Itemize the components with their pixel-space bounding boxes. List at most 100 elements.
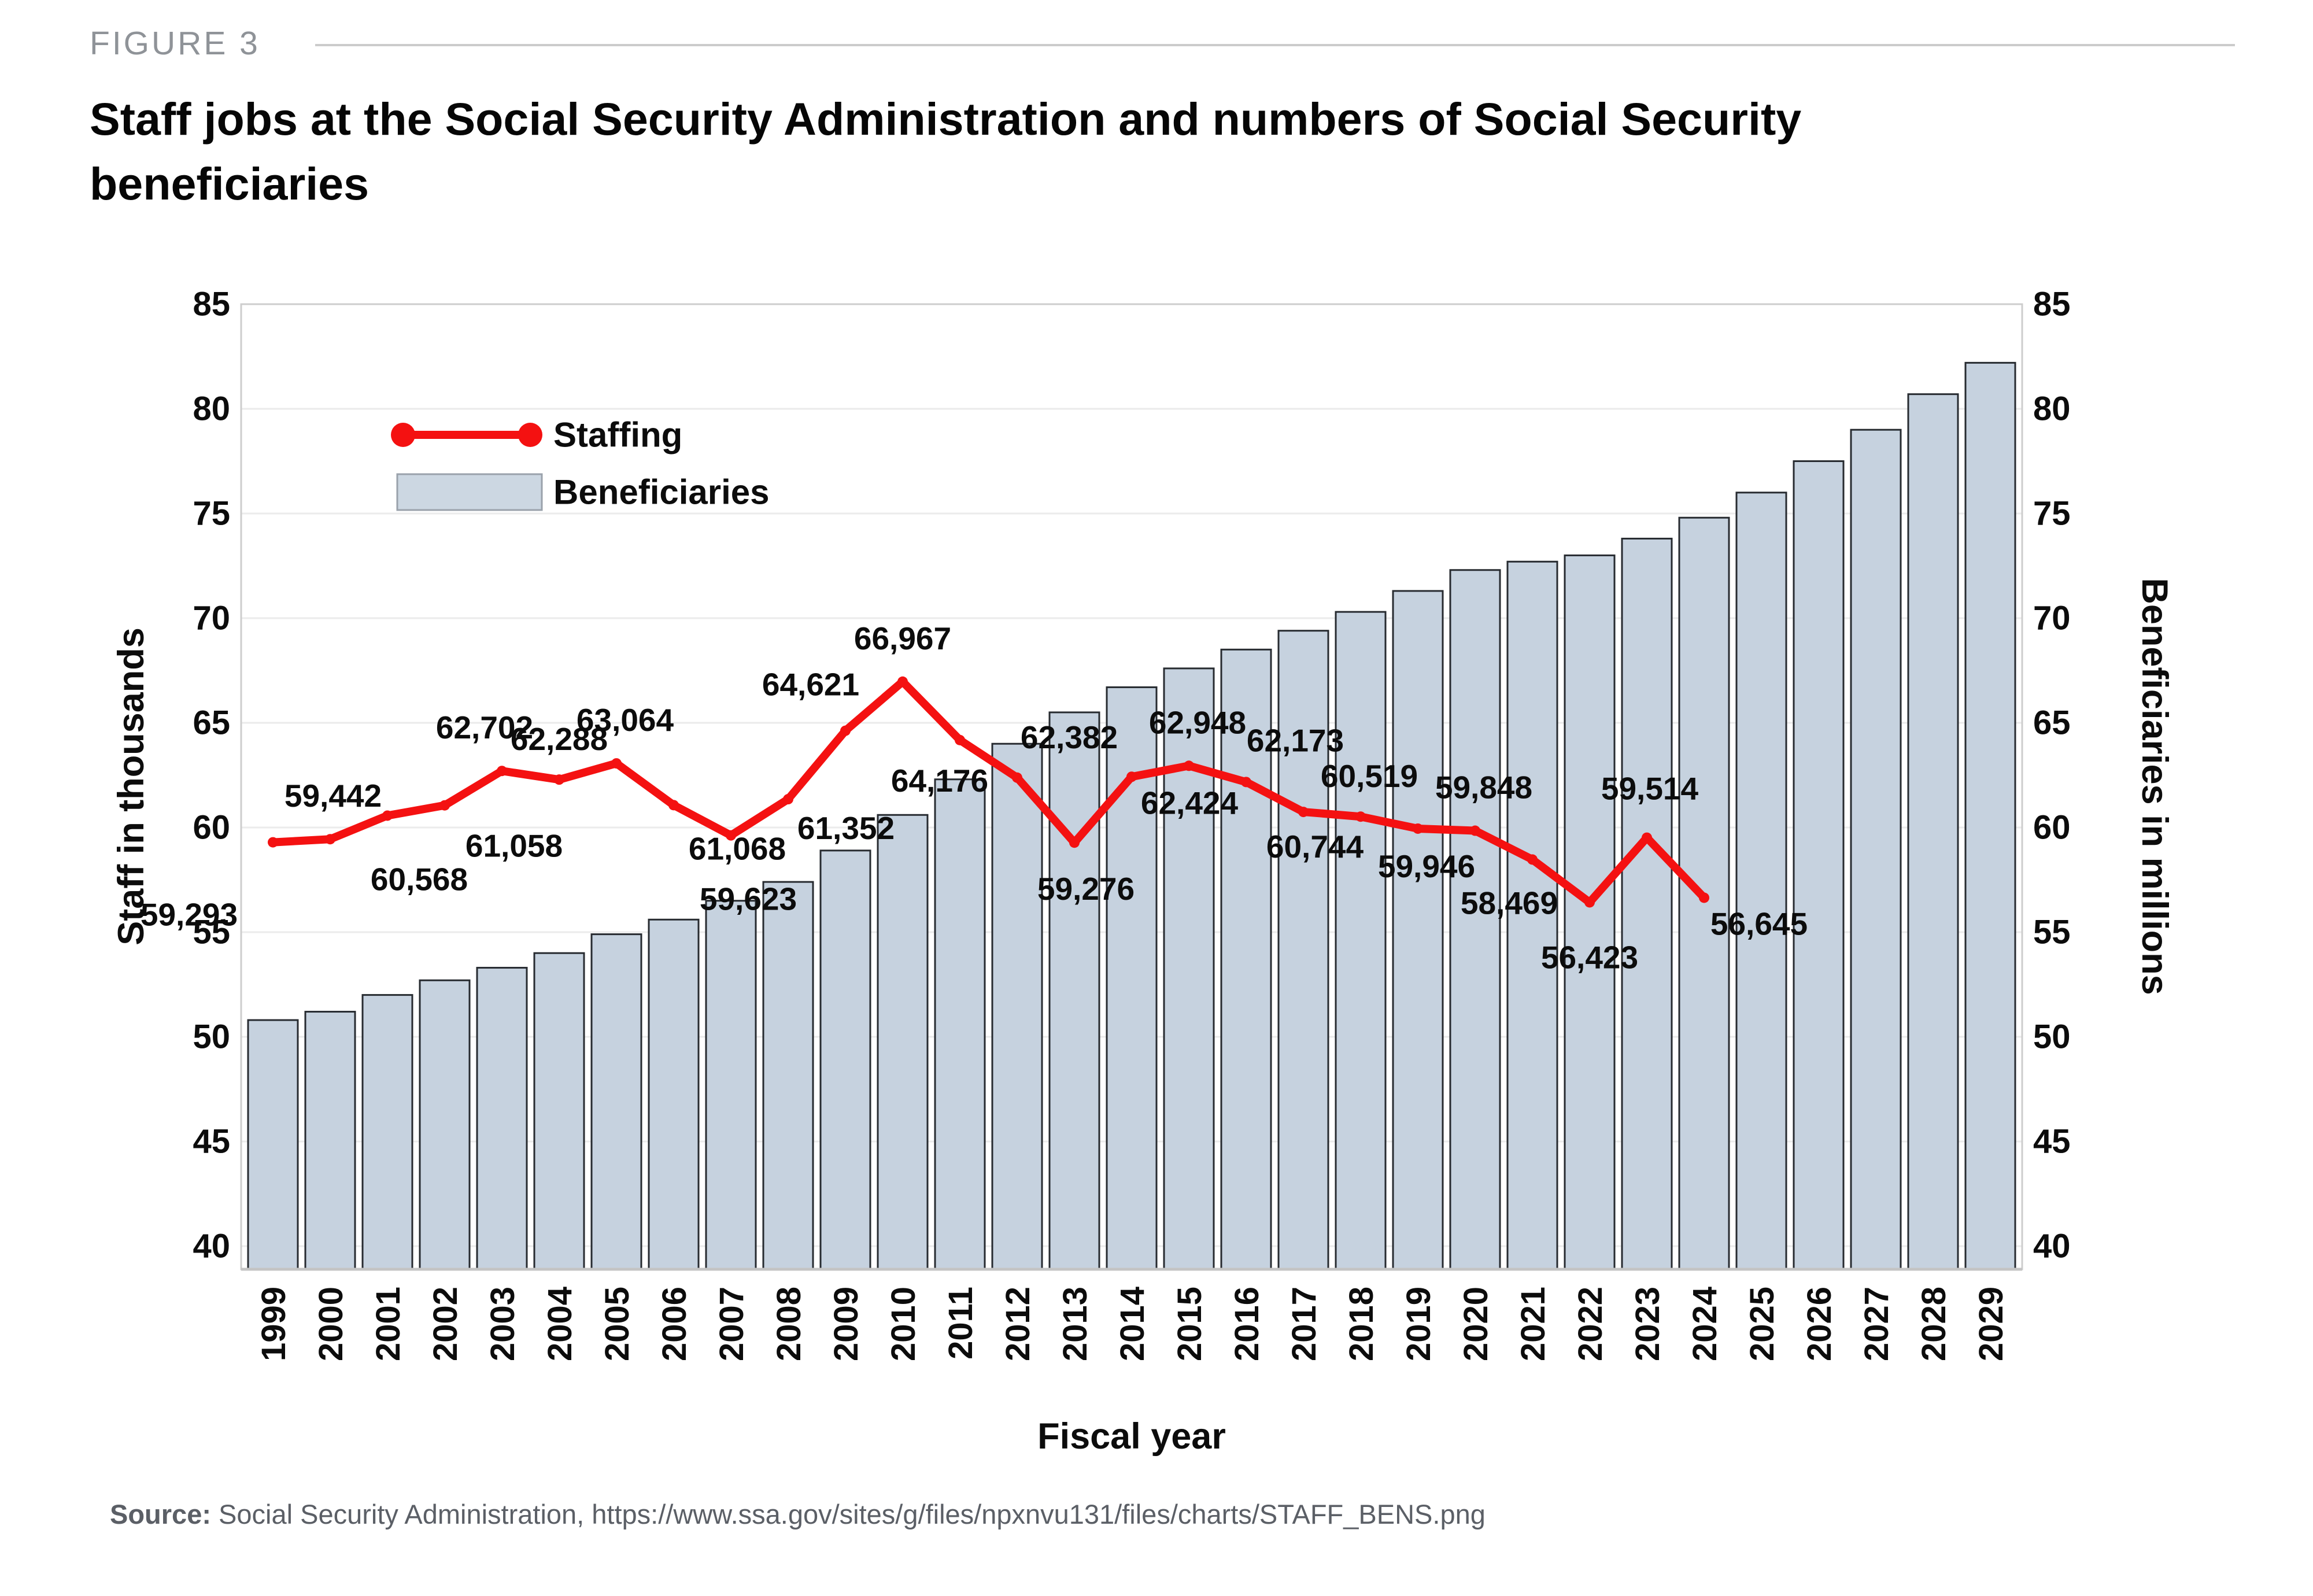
x-tick-2026: 2026 (1801, 1287, 1838, 1361)
x-tick-2020: 2020 (1457, 1287, 1495, 1361)
staffing-point-2023 (1642, 832, 1652, 843)
x-tick-2022: 2022 (1572, 1287, 1609, 1361)
bar-2011 (934, 778, 986, 1270)
bar-2008 (762, 881, 814, 1270)
bar-2021 (1506, 560, 1558, 1270)
x-tick-2028: 2028 (1915, 1287, 1953, 1361)
staffing-label-2016: 62,173 (1247, 722, 1344, 758)
y-left-tick-60: 60 (193, 809, 230, 847)
staffing-label-2007: 59,623 (700, 881, 797, 917)
bar-2022 (1564, 554, 1616, 1270)
x-tick-2008: 2008 (770, 1287, 808, 1361)
x-tick-2009: 2009 (827, 1287, 865, 1361)
bar-2005 (590, 933, 642, 1270)
staffing-label-2005: 63,064 (577, 702, 674, 738)
staffing-label-2009: 64,621 (762, 667, 859, 703)
staffing-label-2014: 62,424 (1141, 785, 1239, 821)
x-tick-2000: 2000 (312, 1287, 350, 1361)
staffing-label-2012: 62,382 (1021, 719, 1118, 755)
source-line: Source: Social Security Administration, … (110, 1497, 2226, 1532)
chart-title-line-2: beneficiaries (90, 158, 370, 210)
staffing-point-2000 (325, 834, 335, 845)
staffing-point-2001 (382, 810, 393, 821)
staffing-label-2013: 59,276 (1037, 871, 1135, 907)
bar-2013 (1048, 711, 1100, 1270)
chart-title-line-1: Staff jobs at the Social Security Admini… (90, 93, 1802, 145)
chart-title: Staff jobs at the Social Security Admini… (90, 87, 2183, 216)
staffing-label-2011: 64,176 (891, 763, 988, 799)
staffing-label-2008: 61,352 (797, 810, 895, 846)
staffing-point-2009 (840, 725, 851, 736)
staffing-label-2018: 60,519 (1321, 758, 1418, 794)
bar-2015 (1163, 667, 1215, 1270)
staffing-point-2015 (1184, 760, 1194, 771)
y-left-tick-80: 80 (193, 390, 230, 428)
x-tick-2024: 2024 (1686, 1287, 1724, 1361)
staffing-label-2017: 60,744 (1266, 829, 1364, 864)
x-tick-2023: 2023 (1629, 1287, 1667, 1361)
staffing-label-2001: 60,568 (371, 861, 468, 897)
staffing-point-2018 (1355, 811, 1366, 822)
staffing-point-2017 (1298, 807, 1309, 818)
staffing-point-2005 (611, 758, 622, 769)
staffing-point-2007 (726, 830, 736, 841)
x-tick-2011: 2011 (942, 1287, 980, 1359)
source-text: Social Security Administration, https://… (211, 1499, 1486, 1530)
x-tick-2016: 2016 (1228, 1287, 1266, 1361)
staffing-point-1999 (268, 837, 278, 848)
y-right-tick-50: 50 (2033, 1018, 2071, 1056)
staffing-label-2022: 56,423 (1541, 939, 1638, 975)
y-left-tick-45: 45 (193, 1123, 230, 1161)
figure-label: FIGURE 3 (90, 25, 260, 62)
y-right-tick-85: 85 (2033, 286, 2071, 323)
legend-beneficiaries-label: Beneficiaries (553, 473, 770, 512)
x-tick-2014: 2014 (1114, 1287, 1151, 1361)
bar-2017 (1277, 630, 1329, 1270)
legend-staffing-dot-left-icon (391, 423, 415, 447)
x-tick-2029: 2029 (1972, 1287, 2010, 1361)
figure-rule (315, 44, 2235, 46)
x-tick-2007: 2007 (713, 1287, 751, 1361)
y-right-tick-45: 45 (2033, 1123, 2071, 1161)
staffing-label-2010: 66,967 (854, 620, 951, 656)
y-right-tick-60: 60 (2033, 809, 2071, 847)
staffing-label-2004: 62,288 (511, 721, 608, 757)
staffing-point-2006 (668, 800, 679, 811)
y-left-tick-50: 50 (193, 1018, 230, 1056)
x-tick-2002: 2002 (427, 1287, 464, 1361)
staffing-line (269, 677, 1708, 907)
staffing-label-2021: 58,469 (1461, 885, 1558, 921)
legend-beneficiaries-swatch-icon (396, 473, 543, 511)
staffing-point-2013 (1069, 837, 1080, 848)
staffing-label-2006: 61,068 (689, 830, 786, 866)
bar-2020 (1449, 569, 1501, 1270)
x-tick-2006: 2006 (656, 1287, 693, 1361)
bar-1999 (247, 1019, 299, 1270)
staffing-point-2022 (1584, 897, 1595, 908)
staffing-point-2016 (1241, 777, 1251, 788)
source-prefix: Source: (110, 1499, 211, 1530)
bar-2026 (1793, 460, 1845, 1270)
staffing-point-2008 (783, 794, 793, 805)
x-tick-2010: 2010 (885, 1287, 922, 1361)
staffing-point-2020 (1470, 825, 1480, 836)
bar-2003 (476, 967, 528, 1270)
bar-2000 (304, 1011, 356, 1270)
x-tick-2021: 2021 (1514, 1287, 1552, 1361)
bar-2018 (1335, 611, 1387, 1270)
figure-header: FIGURE 3 (90, 24, 2235, 62)
x-tick-2015: 2015 (1171, 1287, 1209, 1361)
staffing-point-2010 (897, 676, 908, 687)
staffing-point-2011 (955, 734, 965, 745)
x-tick-2001: 2001 (370, 1287, 407, 1361)
x-tick-2019: 2019 (1400, 1287, 1438, 1361)
bar-2023 (1621, 537, 1673, 1270)
bar-2009 (819, 849, 871, 1270)
y-right-tick-40: 40 (2033, 1228, 2071, 1265)
staffing-label-2002: 61,058 (465, 828, 563, 864)
y-left-tick-75: 75 (193, 495, 230, 533)
staffing-point-2012 (1012, 772, 1022, 783)
y-left-tick-40: 40 (193, 1228, 230, 1265)
